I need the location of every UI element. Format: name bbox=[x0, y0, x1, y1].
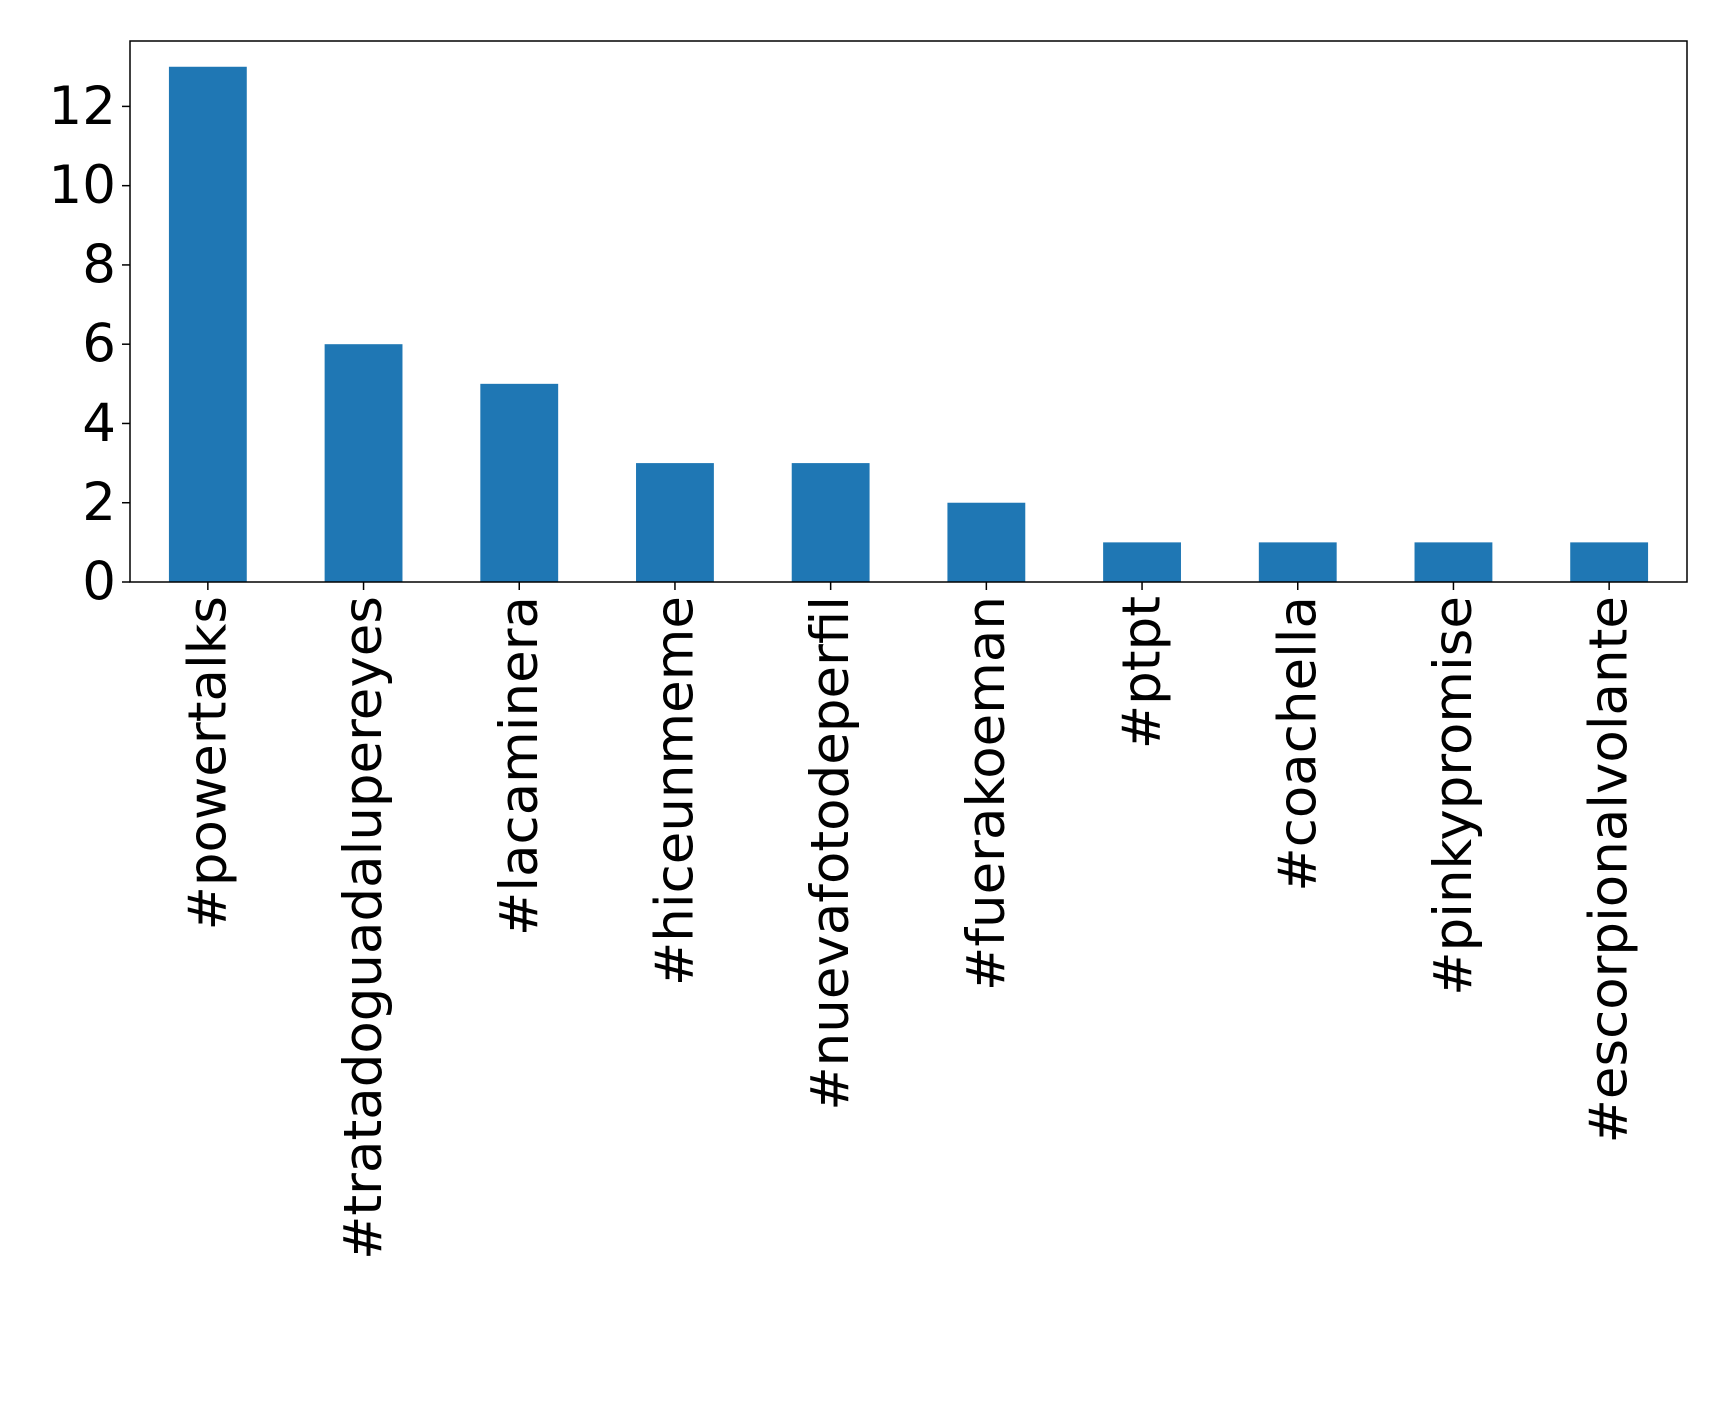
y-tick-label: 12 bbox=[49, 76, 116, 137]
bar bbox=[168, 66, 247, 582]
x-tick-label: #pinkypromise bbox=[1423, 596, 1484, 996]
x-tick-label: #powertalks bbox=[177, 596, 238, 931]
bar bbox=[1103, 542, 1181, 582]
x-tick-label: #lacaminera bbox=[489, 596, 550, 936]
bar bbox=[791, 463, 870, 582]
bar bbox=[324, 344, 403, 582]
x-tick-label: #tratadoguadalupereyes bbox=[333, 596, 394, 1260]
bar bbox=[636, 463, 714, 582]
x-tick-label: #fuerakoeman bbox=[956, 596, 1017, 991]
y-tick-label: 4 bbox=[82, 393, 116, 454]
x-tick-label: #escorpionalvolante bbox=[1579, 596, 1640, 1144]
bar bbox=[1414, 542, 1493, 582]
x-tick-label: #nuevafotodeperfil bbox=[800, 596, 861, 1111]
bar bbox=[1570, 542, 1649, 582]
y-tick-label: 6 bbox=[82, 314, 116, 375]
bar bbox=[947, 502, 1026, 582]
x-tick-label: #ptpt bbox=[1112, 596, 1173, 749]
y-tick-label: 0 bbox=[82, 552, 116, 613]
y-tick-label: 2 bbox=[82, 472, 116, 533]
x-tick-label: #coachella bbox=[1267, 596, 1328, 892]
bar bbox=[1258, 542, 1337, 582]
axes-frame bbox=[129, 40, 1688, 583]
y-tick-label: 8 bbox=[82, 234, 116, 295]
y-tick-label: 10 bbox=[49, 155, 116, 216]
bar bbox=[480, 383, 559, 582]
x-tick-label: #hiceunmeme bbox=[644, 596, 705, 986]
